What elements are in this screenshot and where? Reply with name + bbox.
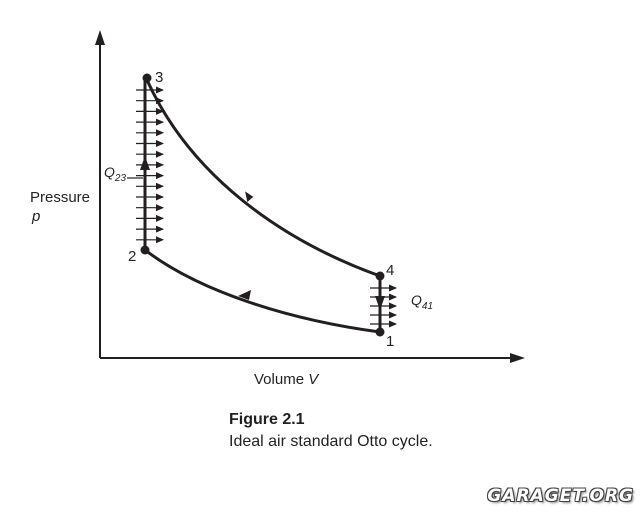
heat-added-label: Q23 [104,164,126,184]
point-label-1: 1 [386,333,394,350]
process-3-4-curve [145,79,381,278]
process-2-3-arrow-icon [140,156,150,170]
process-4-1-arrow-icon [375,296,385,310]
process-3-4-arrow-icon [245,191,254,202]
state-point-2 [140,245,150,255]
y-axis-arrow-icon [95,30,105,45]
point-label-3: 3 [155,69,163,86]
x-axis-arrow-icon [510,353,525,363]
y-axis-label: Pressure [30,189,90,206]
point-label-2: 2 [128,248,136,265]
y-axis-symbol: p [31,208,40,225]
process-1-2-arrow-icon [238,290,251,300]
point-label-4: 4 [386,262,394,279]
figure-caption-text: Ideal air standard Otto cycle. [229,433,433,450]
heat-rejection-arrows [370,284,397,328]
state-point-1 [375,327,385,337]
process-1-2-curve [144,248,381,334]
heat-rejected-label: Q41 [411,292,433,312]
state-point-3 [142,73,152,83]
watermark-logo: GARAGET.ORG [487,486,634,506]
x-axis-label: Volume V [254,371,320,388]
figure-caption-title: Figure 2.1 [229,411,305,428]
state-point-4 [375,271,385,281]
figure-caption: Figure 2.1 Ideal air standard Otto cycle… [229,409,449,453]
heat-addition-arrows [136,86,164,244]
